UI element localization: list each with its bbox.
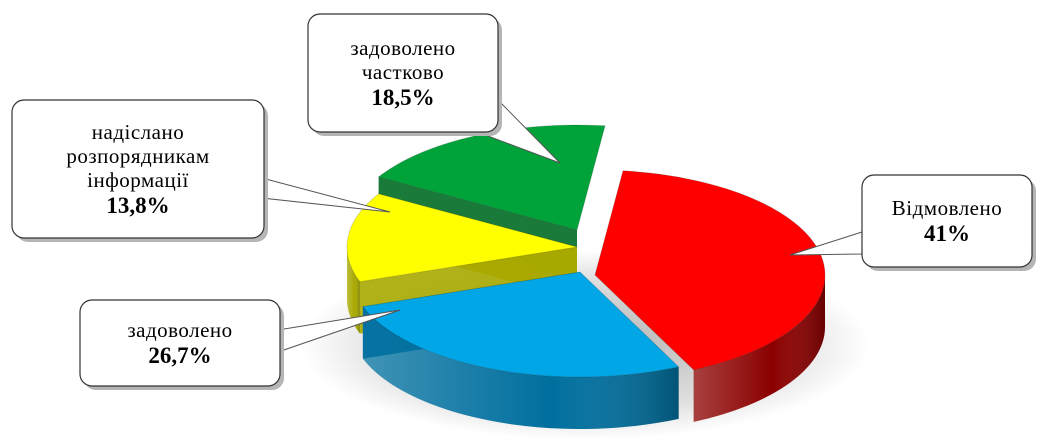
pie-tops [346,124,826,378]
callout-label-partial-1: частково [362,60,444,84]
callout-box-satisfied [79,299,281,387]
pie-side-shade-0 [693,275,825,422]
callouts: Відмовлено41%задоволено26,7%надісланороз… [11,13,1036,390]
callout-value-refused: 41% [924,221,970,246]
callout-value-partial: 18,5% [371,85,434,110]
callout-label-partial-0: задоволено [350,36,455,60]
callout-label-forwarded-2: інформації [87,168,189,192]
pie-slice-0 [594,170,826,371]
callout-value-satisfied: 26,7% [148,343,211,368]
pie-slice-1 [361,271,680,378]
callout-label-forwarded-1: розпорядникам [66,144,209,168]
callout-label-refused-0: Відмовлено [892,196,1003,220]
callout-value-forwarded: 13,8% [106,193,169,218]
pie-side-shade-2 [347,247,360,334]
pie-side-shade-1 [362,306,679,430]
callout-label-satisfied-0: задоволено [127,318,232,342]
callout-box-refused [861,174,1033,268]
callout-label-forwarded-0: надіслано [92,120,184,144]
pie-slice-2 [346,193,578,283]
callout-box-partial [307,13,499,133]
callout-pointer-forwarded [261,177,391,213]
callout-box-forwarded [11,99,265,239]
